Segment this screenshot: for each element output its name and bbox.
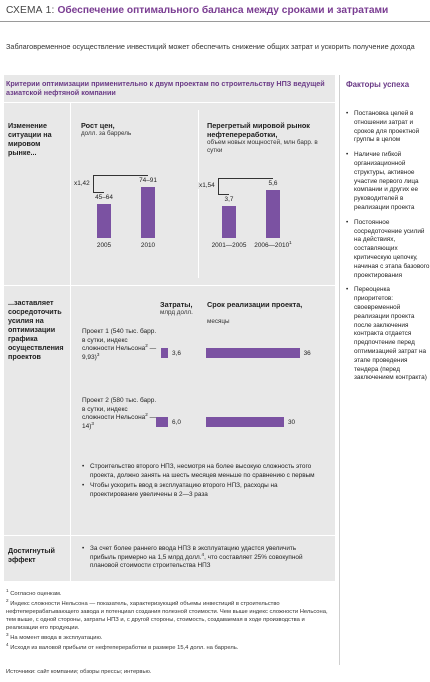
source-note: Источники: сайт компании; обзоры прессы;… <box>6 669 152 675</box>
page-title: СХЕМА 1: Обеспечение оптимального баланс… <box>6 5 388 16</box>
refining-bracket-line <box>218 194 229 196</box>
footnote-4: 4 Исходя из валовой прибыли от нефтепере… <box>6 642 239 651</box>
prices-bracket-line <box>93 192 104 194</box>
refining-value-label: 3,7 <box>224 196 234 204</box>
panel-heading: Критерии оптимизации применительно к дву… <box>6 79 325 97</box>
panel-divider-1 <box>4 102 335 103</box>
section-label-market: Изменение ситуации на мировом рынке... <box>8 121 52 157</box>
column-separator <box>339 75 340 665</box>
title-divider <box>0 21 430 22</box>
refining-value-label: 5,6 <box>268 179 278 187</box>
duration-bar <box>206 417 284 427</box>
prices-bracket-line <box>93 174 148 176</box>
footnotes: 1 Согласно оценкам. 2 Индекс сложности Н… <box>6 588 336 654</box>
figure-prefix: СХЕМА 1: <box>6 5 55 16</box>
chart-costs-title: Затраты, <box>160 300 193 309</box>
duration-value-label: 36 <box>303 349 311 357</box>
refining-bar <box>266 189 280 238</box>
project-1-label: Проект 1 (540 тыс. барр. в сутки, индекс… <box>82 328 157 361</box>
duration-bar <box>206 348 300 358</box>
chart-duration-subtitle: месяцы <box>207 318 230 325</box>
cost-value-label: 3,6 <box>172 349 181 357</box>
factor-item: Наличие гибкой организационной структуры… <box>346 151 430 213</box>
cost-bar <box>160 348 168 358</box>
refining-bracket-line <box>218 177 219 195</box>
project-2-label: Проект 2 (580 тыс. барр. в сутки, индекс… <box>82 397 157 430</box>
refining-category-label: 2006—20101 <box>254 239 292 249</box>
footnote-2: 2 Индекс сложности Нельсона — показатель… <box>6 598 328 631</box>
effect-bullets: За счет более раннего ввода НПЗ в эксплу… <box>82 545 317 573</box>
chart-divider <box>198 110 199 278</box>
factors-title: Факторы успеха <box>346 80 410 89</box>
refining-bracket-line <box>218 177 273 179</box>
focus-bullet-2: Чтобы ускорить ввод в эксплуатацию второ… <box>82 482 327 499</box>
prices-category-label: 2005 <box>96 242 112 249</box>
chart-refining-title: Перегретый мировой рынок нефтепереработк… <box>207 121 310 139</box>
panel-column-divider <box>70 102 71 581</box>
chart-refining-subtitle: объем новых мощностей, млн барр. в сутки <box>207 139 318 154</box>
footnote-3: 3 На момент ввода в эксплуатацию. <box>6 632 103 641</box>
refining-bar <box>222 206 236 238</box>
prices-bar <box>97 204 111 238</box>
prices-value-label: 45–64 <box>95 194 113 202</box>
prices-value-label: 74–91 <box>139 176 157 184</box>
effect-bullet: За счет более раннего ввода НПЗ в эксплу… <box>82 545 317 571</box>
factors-list: Постановка целей в отношении затрат и ср… <box>346 110 430 389</box>
figure-subtitle: Заблаговременное осуществление инвестици… <box>6 42 415 51</box>
prices-bracket-line <box>93 174 94 193</box>
section-label-focus: ...заставляет сосредоточить усилия на оп… <box>8 298 64 361</box>
refining-category-label: 2001—2005 <box>211 242 247 249</box>
chart-prices-title: Рост цен, <box>81 121 115 130</box>
focus-bullet-1: Строительство второго НПЗ, несмотря на б… <box>82 463 327 480</box>
chart-costs-subtitle: млрд долл. <box>160 309 193 316</box>
prices-category-label: 2010 <box>140 242 156 249</box>
prices-multiplier: x1,42 <box>73 179 91 187</box>
footnote-1: 1 Согласно оценкам. <box>6 588 62 597</box>
panel-divider-2 <box>4 285 335 286</box>
panel-divider-3 <box>4 535 335 536</box>
cost-value-label: 6,0 <box>172 418 181 426</box>
duration-value-label: 30 <box>288 418 296 426</box>
chart-duration-title: Срок реализации проекта, <box>207 300 303 309</box>
chart-prices-subtitle: долл. за баррель <box>81 130 132 137</box>
factor-item: Постановка целей в отношении затрат и ср… <box>346 110 430 145</box>
refining-multiplier: x1,54 <box>198 182 216 189</box>
section-label-effect: Достигнутый эффект <box>8 546 55 564</box>
cost-bar <box>156 417 168 427</box>
prices-bar <box>141 186 155 238</box>
factor-item: Переоценка приоритетов: своевременной ре… <box>346 286 430 383</box>
focus-bullets: Строительство второго НПЗ, несмотря на б… <box>82 463 327 501</box>
figure-title: Обеспечение оптимального баланса между с… <box>57 5 389 16</box>
factor-item: Постоянное сосредоточение усилий на дейс… <box>346 219 430 281</box>
